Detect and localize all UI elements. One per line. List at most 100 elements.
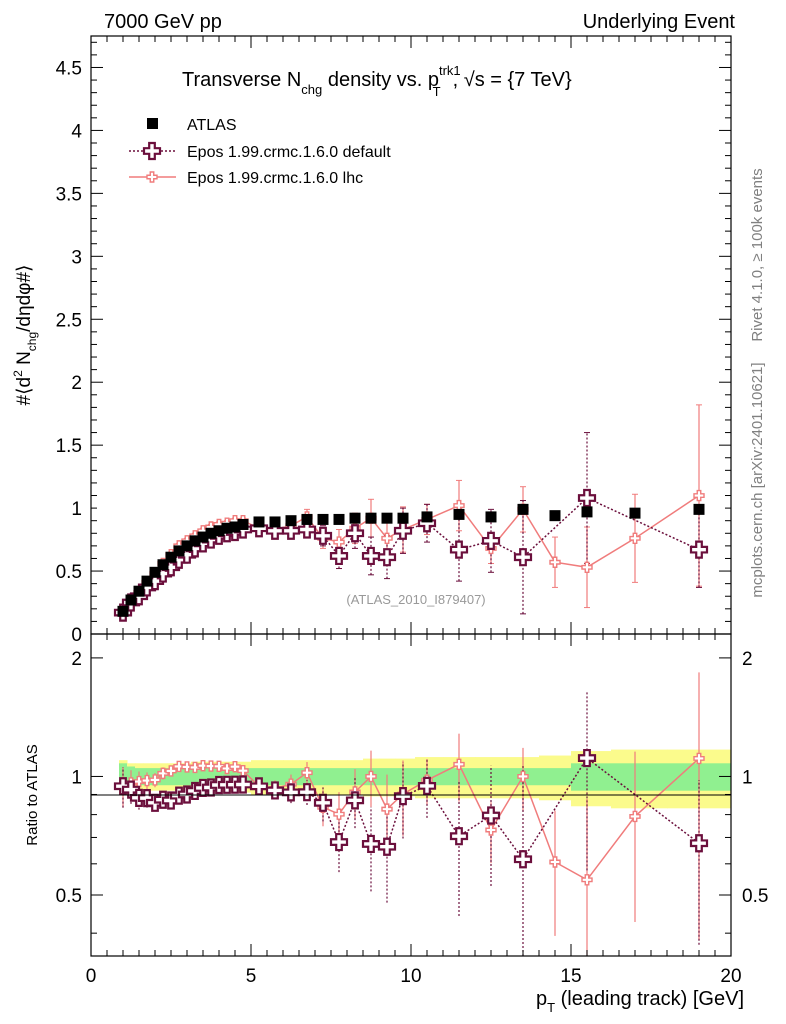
default-ratio-marker [233,775,253,794]
x-tick-label: 20 [720,966,741,987]
ratio-y-tick-label: 0.5 [56,886,82,907]
atlas-marker [349,512,361,524]
default-ratio-marker [393,787,413,806]
atlas-marker [581,506,593,518]
main-y-tick-label: 1.5 [56,436,82,457]
atlas-marker [421,511,433,523]
default-ratio-marker [329,832,349,852]
atlas-marker [269,516,281,528]
main-y-tick-label: 2.5 [56,310,82,331]
default-marker [577,488,597,508]
ratio-band-inner [183,768,192,786]
lhc-ratio-marker [157,767,169,780]
lhc-ratio-marker [333,808,345,820]
main-y-tick-label: 0 [71,625,82,646]
x-tick-label: 15 [560,966,581,987]
ratio-band-inner [207,768,216,786]
ratio-y-tick-label-right: 0.5 [742,886,768,907]
atlas-marker [453,508,465,520]
atlas-marker [365,512,377,524]
rivet-version-label: Rivet 4.1.0, ≥ 100k events [749,168,766,341]
x-tick-label: 5 [246,966,257,987]
default-ratio-marker [249,777,269,796]
default-marker [689,540,709,559]
lhc-ratio-marker [221,762,233,775]
data-markers [113,488,709,886]
default-ratio-marker [361,834,381,854]
lhc-ratio-marker [189,761,201,774]
atlas-marker [117,605,129,617]
lhc-ratio-marker [213,760,225,773]
legend: ATLAS Epos 1.99.crmc.1.6.0 default Epos … [129,117,391,187]
atlas-marker [181,540,193,552]
default-ratio-marker [513,850,533,869]
atlas-marker [253,516,265,528]
default-marker [393,521,413,540]
default-ratio-marker [689,834,709,853]
default-marker [449,540,469,559]
legend-label-lhc: Epos 1.99.crmc.1.6.0 lhc [187,170,363,187]
atlas-marker [205,527,217,539]
atlas-marker [173,545,185,557]
atlas-marker [133,585,145,597]
lhc-ratio-marker [485,824,497,836]
x-tick-label: 0 [86,966,97,987]
main-y-axis-label: #⟨d2 Nchg/dηdφ#⟩ [11,265,39,406]
lhc-ratio-marker [229,760,241,773]
lhc-ratio-marker [629,810,641,823]
ratio-band-inner [315,768,332,786]
x-axis-label: pT (leading track) [GeV] [536,988,744,1015]
ratio-band-inner [175,768,184,786]
default-ratio-marker [345,791,365,810]
lhc-ratio-marker [517,770,529,783]
x-tick-label: 10 [400,966,421,987]
lhc-marker [629,532,641,545]
atlas-marker [197,531,209,543]
default-marker [377,548,397,567]
ratio-band-inner [571,763,612,791]
atlas-marker [485,511,497,523]
header-left: 7000 GeV pp [104,11,222,33]
default-ratio-marker [481,806,501,825]
lhc-ratio-marker [165,765,177,777]
atlas-marker [381,512,393,524]
ratio-y-axis-label: Ratio to ATLAS [24,744,41,845]
series-lines [120,404,702,956]
main-y-tick-label: 0.5 [56,562,82,583]
atlas-marker [397,512,409,524]
default-marker [265,521,285,540]
atlas-marker [629,507,641,519]
atlas-marker [237,518,249,530]
atlas-marker [189,535,201,547]
ratio-y-tick-label: 1 [71,767,82,788]
main-y-tick-label: 3.5 [56,184,82,205]
main-y-tick-label: 3 [71,247,82,268]
lhc-ratio-marker [381,803,393,815]
lhc-marker [549,556,561,568]
default-ratio-marker [297,783,317,802]
atlas-marker [549,510,561,522]
default-marker [481,531,501,550]
ratio-y-tick-label-right: 2 [742,649,753,670]
atlas-marker [333,513,345,525]
legend-marker-atlas [147,118,158,129]
lhc-ratio-marker [453,758,465,770]
ratio-y-tick-label: 2 [71,649,82,670]
default-ratio-marker [281,783,301,802]
ratio-band-inner [331,768,348,786]
mcplots-credit-label: mcplots.cern.ch [arXiv:2401.10621] [749,362,766,597]
atlas-marker [229,521,241,533]
legend-marker-lhc [146,171,158,183]
lhc-ratio-marker [133,775,145,788]
default-marker [329,546,349,566]
main-y-tick-label: 4 [71,121,82,142]
ratio-band-inner [611,763,668,791]
atlas-marker [213,525,225,537]
analysis-watermark: (ATLAS_2010_I879407) [346,592,485,607]
atlas-marker [157,559,169,571]
default-ratio-marker [577,748,597,768]
ratio-band-inner [191,768,200,786]
lhc-ratio-marker [365,770,377,783]
default-marker [297,520,317,539]
